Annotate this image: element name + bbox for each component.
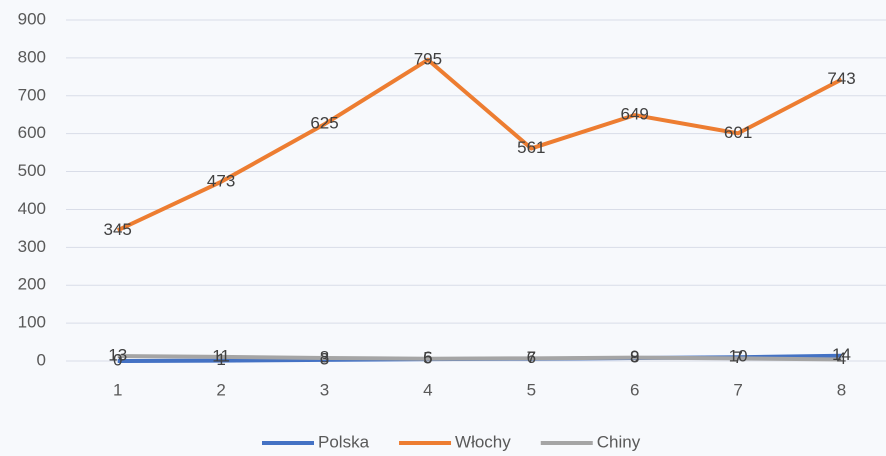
legend-label: Włochy bbox=[455, 432, 511, 451]
x-tick-label: 4 bbox=[423, 380, 432, 399]
x-tick-label: 6 bbox=[630, 380, 639, 399]
data-label: 8 bbox=[320, 347, 329, 366]
data-label: 0 bbox=[113, 350, 122, 369]
data-label: 4 bbox=[837, 349, 846, 368]
y-tick-label: 900 bbox=[18, 9, 46, 28]
data-label: 625 bbox=[310, 114, 338, 133]
y-tick-label: 0 bbox=[37, 350, 46, 369]
data-label: 1 bbox=[216, 350, 225, 369]
x-tick-label: 8 bbox=[837, 380, 846, 399]
data-label: 7 bbox=[733, 348, 742, 367]
data-label: 5 bbox=[423, 349, 432, 368]
y-tick-label: 100 bbox=[18, 313, 46, 332]
data-label: 8 bbox=[630, 347, 639, 366]
data-label: 601 bbox=[724, 123, 752, 142]
series-line bbox=[116, 57, 843, 233]
legend-label: Chiny bbox=[597, 432, 641, 451]
data-label: 3 bbox=[320, 349, 329, 368]
x-tick-label: 2 bbox=[216, 380, 225, 399]
y-tick-label: 200 bbox=[18, 275, 46, 294]
data-label: 6 bbox=[527, 348, 536, 367]
data-label: 561 bbox=[517, 138, 545, 157]
data-label: 649 bbox=[621, 105, 649, 124]
y-tick-label: 600 bbox=[18, 123, 46, 142]
series-line bbox=[117, 354, 842, 362]
x-tick-label: 5 bbox=[527, 380, 536, 399]
data-label: 7 bbox=[527, 348, 536, 367]
data-label: 6 bbox=[423, 348, 432, 367]
data-label: 473 bbox=[207, 171, 235, 190]
x-tick-label: 7 bbox=[733, 380, 742, 399]
legend-label: Polska bbox=[318, 432, 370, 451]
y-tick-label: 700 bbox=[18, 85, 46, 104]
y-tick-label: 800 bbox=[18, 47, 46, 66]
x-tick-label: 1 bbox=[113, 380, 122, 399]
x-tick-label: 3 bbox=[320, 380, 329, 399]
data-label: 795 bbox=[414, 49, 442, 68]
data-label: 13 bbox=[108, 346, 127, 365]
data-label: 11 bbox=[212, 346, 230, 365]
data-label: 9 bbox=[630, 347, 639, 366]
y-tick-label: 400 bbox=[18, 199, 46, 218]
data-label: 14 bbox=[832, 345, 851, 364]
y-tick-label: 300 bbox=[18, 237, 46, 256]
data-label: 743 bbox=[827, 69, 855, 88]
data-label: 345 bbox=[104, 220, 132, 239]
y-tick-label: 500 bbox=[18, 161, 46, 180]
data-label: 10 bbox=[729, 347, 748, 366]
